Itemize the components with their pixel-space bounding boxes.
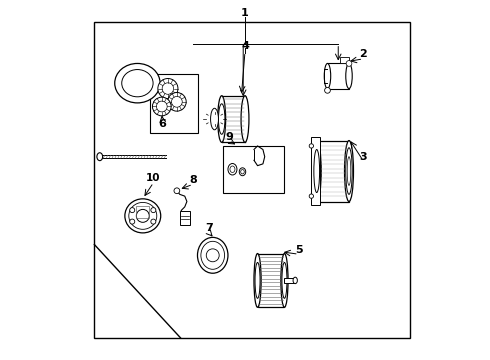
Bar	[285, 278, 295, 283]
Circle shape	[151, 208, 156, 213]
Circle shape	[158, 78, 178, 99]
Ellipse shape	[254, 253, 261, 307]
Bar	[95, 22, 410, 338]
Bar	[150, 74, 198, 134]
Text: 5: 5	[295, 245, 303, 255]
Ellipse shape	[309, 144, 314, 148]
Text: 3: 3	[360, 152, 367, 162]
Bar	[180, 211, 191, 225]
Text: 1: 1	[241, 8, 249, 18]
Bar	[258, 253, 285, 307]
Ellipse shape	[97, 153, 102, 161]
Text: 8: 8	[189, 175, 197, 185]
Circle shape	[324, 87, 330, 93]
Bar	[327, 63, 349, 89]
Text: 9: 9	[225, 132, 233, 142]
Circle shape	[162, 83, 173, 94]
Text: 6: 6	[159, 120, 167, 129]
Text: 10: 10	[147, 173, 161, 183]
Circle shape	[172, 96, 182, 107]
Ellipse shape	[282, 262, 287, 298]
Circle shape	[130, 208, 135, 213]
Circle shape	[174, 188, 180, 194]
Ellipse shape	[115, 63, 160, 103]
Text: 7: 7	[205, 224, 213, 233]
Bar	[317, 140, 349, 202]
Bar	[136, 206, 149, 218]
Ellipse shape	[309, 194, 314, 198]
Ellipse shape	[281, 253, 288, 307]
Ellipse shape	[346, 63, 352, 89]
Ellipse shape	[228, 163, 237, 175]
Ellipse shape	[211, 108, 219, 130]
Circle shape	[151, 219, 156, 224]
Ellipse shape	[293, 277, 297, 284]
Circle shape	[206, 249, 219, 262]
Circle shape	[168, 93, 186, 111]
Ellipse shape	[241, 96, 249, 142]
Circle shape	[130, 219, 135, 224]
Ellipse shape	[312, 140, 321, 202]
Bar	[223, 146, 285, 193]
Circle shape	[346, 60, 352, 66]
Text: 2: 2	[360, 49, 367, 59]
Bar	[340, 57, 349, 63]
Ellipse shape	[197, 237, 228, 273]
Ellipse shape	[239, 168, 245, 176]
Circle shape	[156, 101, 167, 112]
Ellipse shape	[219, 104, 225, 134]
Text: 4: 4	[241, 41, 249, 50]
Ellipse shape	[346, 148, 352, 194]
Ellipse shape	[255, 262, 260, 298]
Circle shape	[136, 210, 149, 222]
Ellipse shape	[344, 140, 353, 202]
Ellipse shape	[324, 63, 331, 89]
Ellipse shape	[218, 96, 225, 142]
Bar	[311, 137, 320, 205]
Ellipse shape	[125, 199, 161, 233]
Ellipse shape	[314, 149, 319, 193]
Ellipse shape	[347, 157, 351, 185]
Bar	[221, 96, 245, 142]
Circle shape	[152, 97, 171, 116]
